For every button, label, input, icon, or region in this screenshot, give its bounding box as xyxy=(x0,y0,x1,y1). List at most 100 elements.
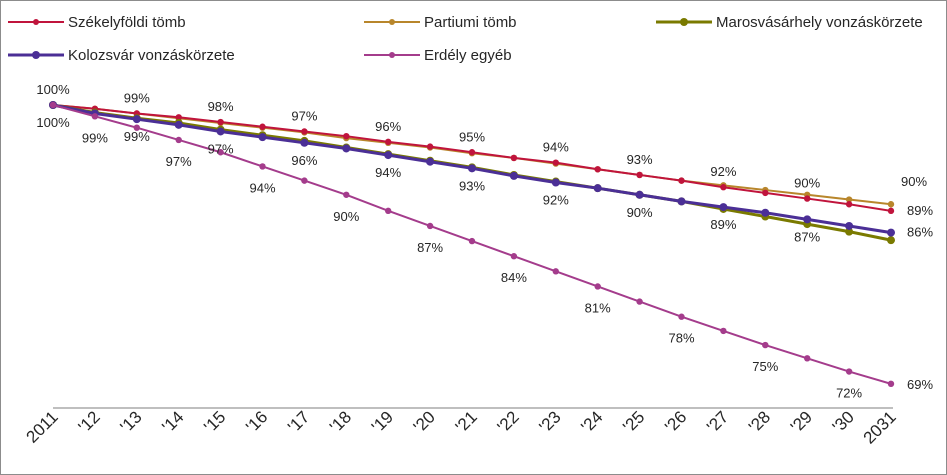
x-tick-label: 2031 xyxy=(860,407,900,447)
data-label: 100% xyxy=(36,82,70,97)
data-label: 97% xyxy=(291,108,317,123)
data-label: 90% xyxy=(901,174,927,189)
legend-swatch-marker xyxy=(389,52,395,58)
data-point xyxy=(259,163,266,170)
data-label: 89% xyxy=(710,217,736,232)
data-label: 96% xyxy=(291,153,317,168)
data-label: 96% xyxy=(375,119,401,134)
legend-swatch-marker xyxy=(32,51,40,59)
data-point xyxy=(845,227,854,236)
data-label: 86% xyxy=(907,225,933,240)
data-point xyxy=(385,207,392,215)
data-point xyxy=(132,115,141,124)
data-point xyxy=(509,171,518,180)
data-point xyxy=(804,355,811,362)
data-label: 87% xyxy=(417,240,443,255)
legend-item: Kolozsvár vonzáskörzete xyxy=(8,47,235,64)
data-point xyxy=(887,207,895,215)
legend-item: Székelyföldi tömb xyxy=(8,14,186,31)
data-point xyxy=(887,236,895,245)
data-point xyxy=(217,149,224,156)
legend-label: Kolozsvár vonzáskörzete xyxy=(68,47,235,64)
x-tick-label: '16 xyxy=(242,407,271,436)
x-tick-label: '27 xyxy=(703,407,732,436)
data-label: 95% xyxy=(459,129,485,144)
data-point xyxy=(175,114,182,121)
x-tick-label: '29 xyxy=(787,407,816,436)
data-point xyxy=(259,123,266,130)
series-layer xyxy=(49,101,895,388)
data-point xyxy=(301,177,308,184)
data-point xyxy=(385,138,392,146)
legend-swatch-marker xyxy=(33,19,39,25)
data-point xyxy=(343,132,350,140)
data-point xyxy=(426,222,434,230)
legend-label: Székelyföldi tömb xyxy=(68,14,186,31)
data-point xyxy=(678,313,685,320)
data-label: 92% xyxy=(710,164,736,179)
data-label: 94% xyxy=(249,180,275,195)
data-point xyxy=(636,298,643,305)
data-label: 84% xyxy=(501,270,527,285)
data-label: 90% xyxy=(333,209,359,224)
data-label: 99% xyxy=(82,130,108,145)
data-label: 97% xyxy=(208,141,234,156)
data-point xyxy=(887,228,895,237)
x-tick-label: '25 xyxy=(619,407,648,436)
x-tick-label: '30 xyxy=(829,407,858,436)
x-tick-label: '26 xyxy=(661,407,690,436)
x-axis-ticks: 2011 '12 '13 '14 '15 '16 '17 '18 '19 '20 '21 '22 '23… xyxy=(23,407,900,447)
data-point xyxy=(91,113,99,120)
data-label: 94% xyxy=(375,165,401,180)
x-tick-label: '12 xyxy=(75,407,104,436)
data-label: 93% xyxy=(627,152,653,167)
series-4 xyxy=(49,101,895,388)
x-tick-label: '19 xyxy=(368,407,397,436)
data-point xyxy=(677,197,686,206)
x-tick-label: 2011 xyxy=(23,407,62,446)
legend-label: Partiumi tömb xyxy=(424,14,517,31)
legend-label: Marosvásárhely vonzáskörzete xyxy=(716,14,923,31)
data-point xyxy=(552,268,559,275)
x-tick-label: '17 xyxy=(284,407,313,436)
data-point xyxy=(720,184,727,191)
x-tick-label: '28 xyxy=(745,407,774,436)
data-label: 78% xyxy=(668,331,694,346)
data-point xyxy=(551,178,560,187)
data-point xyxy=(49,101,57,109)
data-point xyxy=(804,195,811,202)
data-point xyxy=(300,138,309,147)
data-label: 93% xyxy=(459,178,485,193)
legend-item: Marosvásárhely vonzáskörzete xyxy=(656,14,923,31)
data-point xyxy=(258,133,267,142)
data-point xyxy=(678,177,685,184)
data-point xyxy=(468,237,476,245)
data-point xyxy=(468,164,476,173)
data-point xyxy=(887,201,895,208)
data-point xyxy=(301,128,308,135)
data-point xyxy=(426,157,435,166)
data-point xyxy=(594,166,601,173)
data-point xyxy=(594,283,601,290)
data-point xyxy=(845,201,853,208)
x-tick-label: '14 xyxy=(158,407,187,436)
data-labels: 100% 99% 98% 97% 96% 95% 94% 93% 92% 90% 90% 100% 99… xyxy=(36,82,933,401)
data-point xyxy=(720,327,727,335)
data-point xyxy=(593,184,602,193)
data-label: 90% xyxy=(627,205,653,220)
data-point xyxy=(762,189,769,197)
x-tick-label: '23 xyxy=(536,407,565,436)
x-tick-label: '13 xyxy=(117,407,146,436)
x-tick-label: '18 xyxy=(326,407,355,436)
data-label: 94% xyxy=(543,140,569,155)
legend-label: Erdély egyéb xyxy=(424,47,512,64)
data-point xyxy=(803,215,812,224)
data-label: 81% xyxy=(585,300,611,315)
data-label: 89% xyxy=(907,203,933,218)
data-label: 90% xyxy=(794,176,820,191)
data-label: 98% xyxy=(208,99,234,114)
data-label: 100% xyxy=(36,115,70,130)
data-point xyxy=(426,143,434,150)
